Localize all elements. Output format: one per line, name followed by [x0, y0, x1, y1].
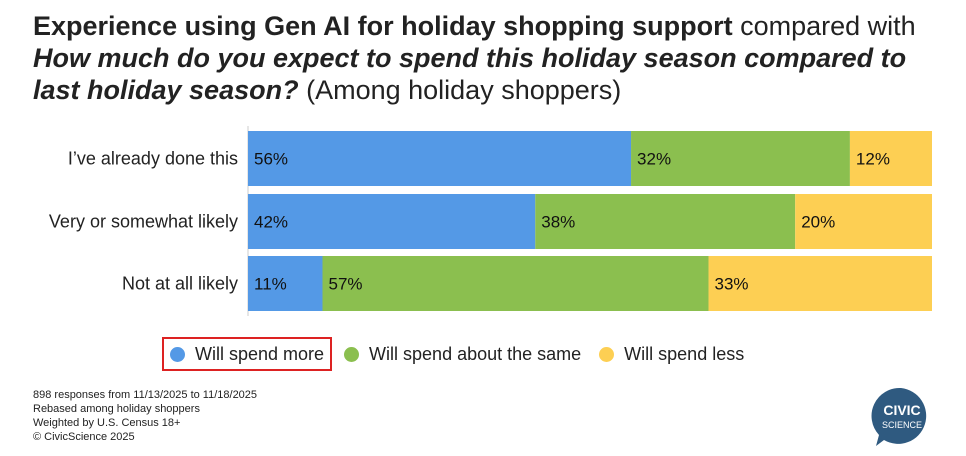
bar-segment	[631, 131, 850, 186]
footer-line: 898 responses from 11/13/2025 to 11/18/2…	[33, 389, 258, 401]
category-label: I’ve already done this	[68, 149, 238, 169]
legend: Will spend more Will spend about the sam…	[162, 337, 756, 371]
bar-segment	[849, 131, 932, 186]
data-label: 11%	[254, 275, 287, 294]
footer-line: Rebased among holiday shoppers	[33, 403, 200, 415]
chart-title: Experience using Gen AI for holiday shop…	[33, 10, 943, 106]
svg-text:SCIENCE: SCIENCE	[882, 420, 922, 430]
bar-segment	[248, 256, 323, 311]
data-label: 33%	[715, 275, 749, 294]
footer-line: Weighted by U.S. Census 18+	[33, 417, 181, 429]
legend-dot-yellow	[599, 346, 615, 362]
legend-item-will-spend-less[interactable]: Will spend less	[593, 339, 750, 369]
footer-line: © CivicScience 2025	[33, 431, 135, 443]
data-label: 42%	[254, 213, 288, 232]
bar-segment	[322, 256, 709, 311]
category-label: Very or somewhat likely	[49, 212, 238, 232]
bar-segment	[708, 256, 932, 311]
legend-item-will-spend-more[interactable]: Will spend more	[162, 337, 333, 371]
legend-label: Will spend less	[624, 343, 745, 364]
civicscience-logo: CIVIC SCIENCE	[870, 386, 932, 448]
legend-label: Will spend about the same	[369, 343, 582, 364]
category-label: Not at all likely	[122, 274, 238, 294]
data-label: 32%	[637, 150, 671, 169]
footer-notes: 898 responses from 11/13/2025 to 11/18/2…	[33, 388, 257, 444]
data-label: 20%	[801, 213, 835, 232]
title-bold: Experience using Gen AI for holiday shop…	[33, 11, 733, 41]
data-label: 38%	[541, 213, 575, 232]
bar-segment	[248, 131, 632, 186]
data-label: 56%	[254, 150, 288, 169]
legend-label: Will spend more	[195, 343, 325, 364]
bar-segment	[248, 194, 536, 249]
legend-item-will-spend-same[interactable]: Will spend about the same	[338, 339, 587, 369]
bar-segment	[795, 194, 932, 249]
bar-segment	[535, 194, 796, 249]
stacked-bar-chart: I’ve already done this 56% 32% 12% Very or s…	[49, 126, 932, 316]
legend-dot-green	[344, 346, 360, 362]
title-question: How much do you expect to spend this hol…	[33, 43, 907, 105]
svg-text:CIVIC: CIVIC	[883, 402, 920, 418]
data-label: 57%	[328, 275, 362, 294]
title-note: (Among holiday shoppers)	[298, 75, 622, 105]
title-normal: compared with	[732, 11, 916, 41]
legend-dot-blue	[170, 346, 185, 362]
data-label: 12%	[856, 150, 890, 169]
